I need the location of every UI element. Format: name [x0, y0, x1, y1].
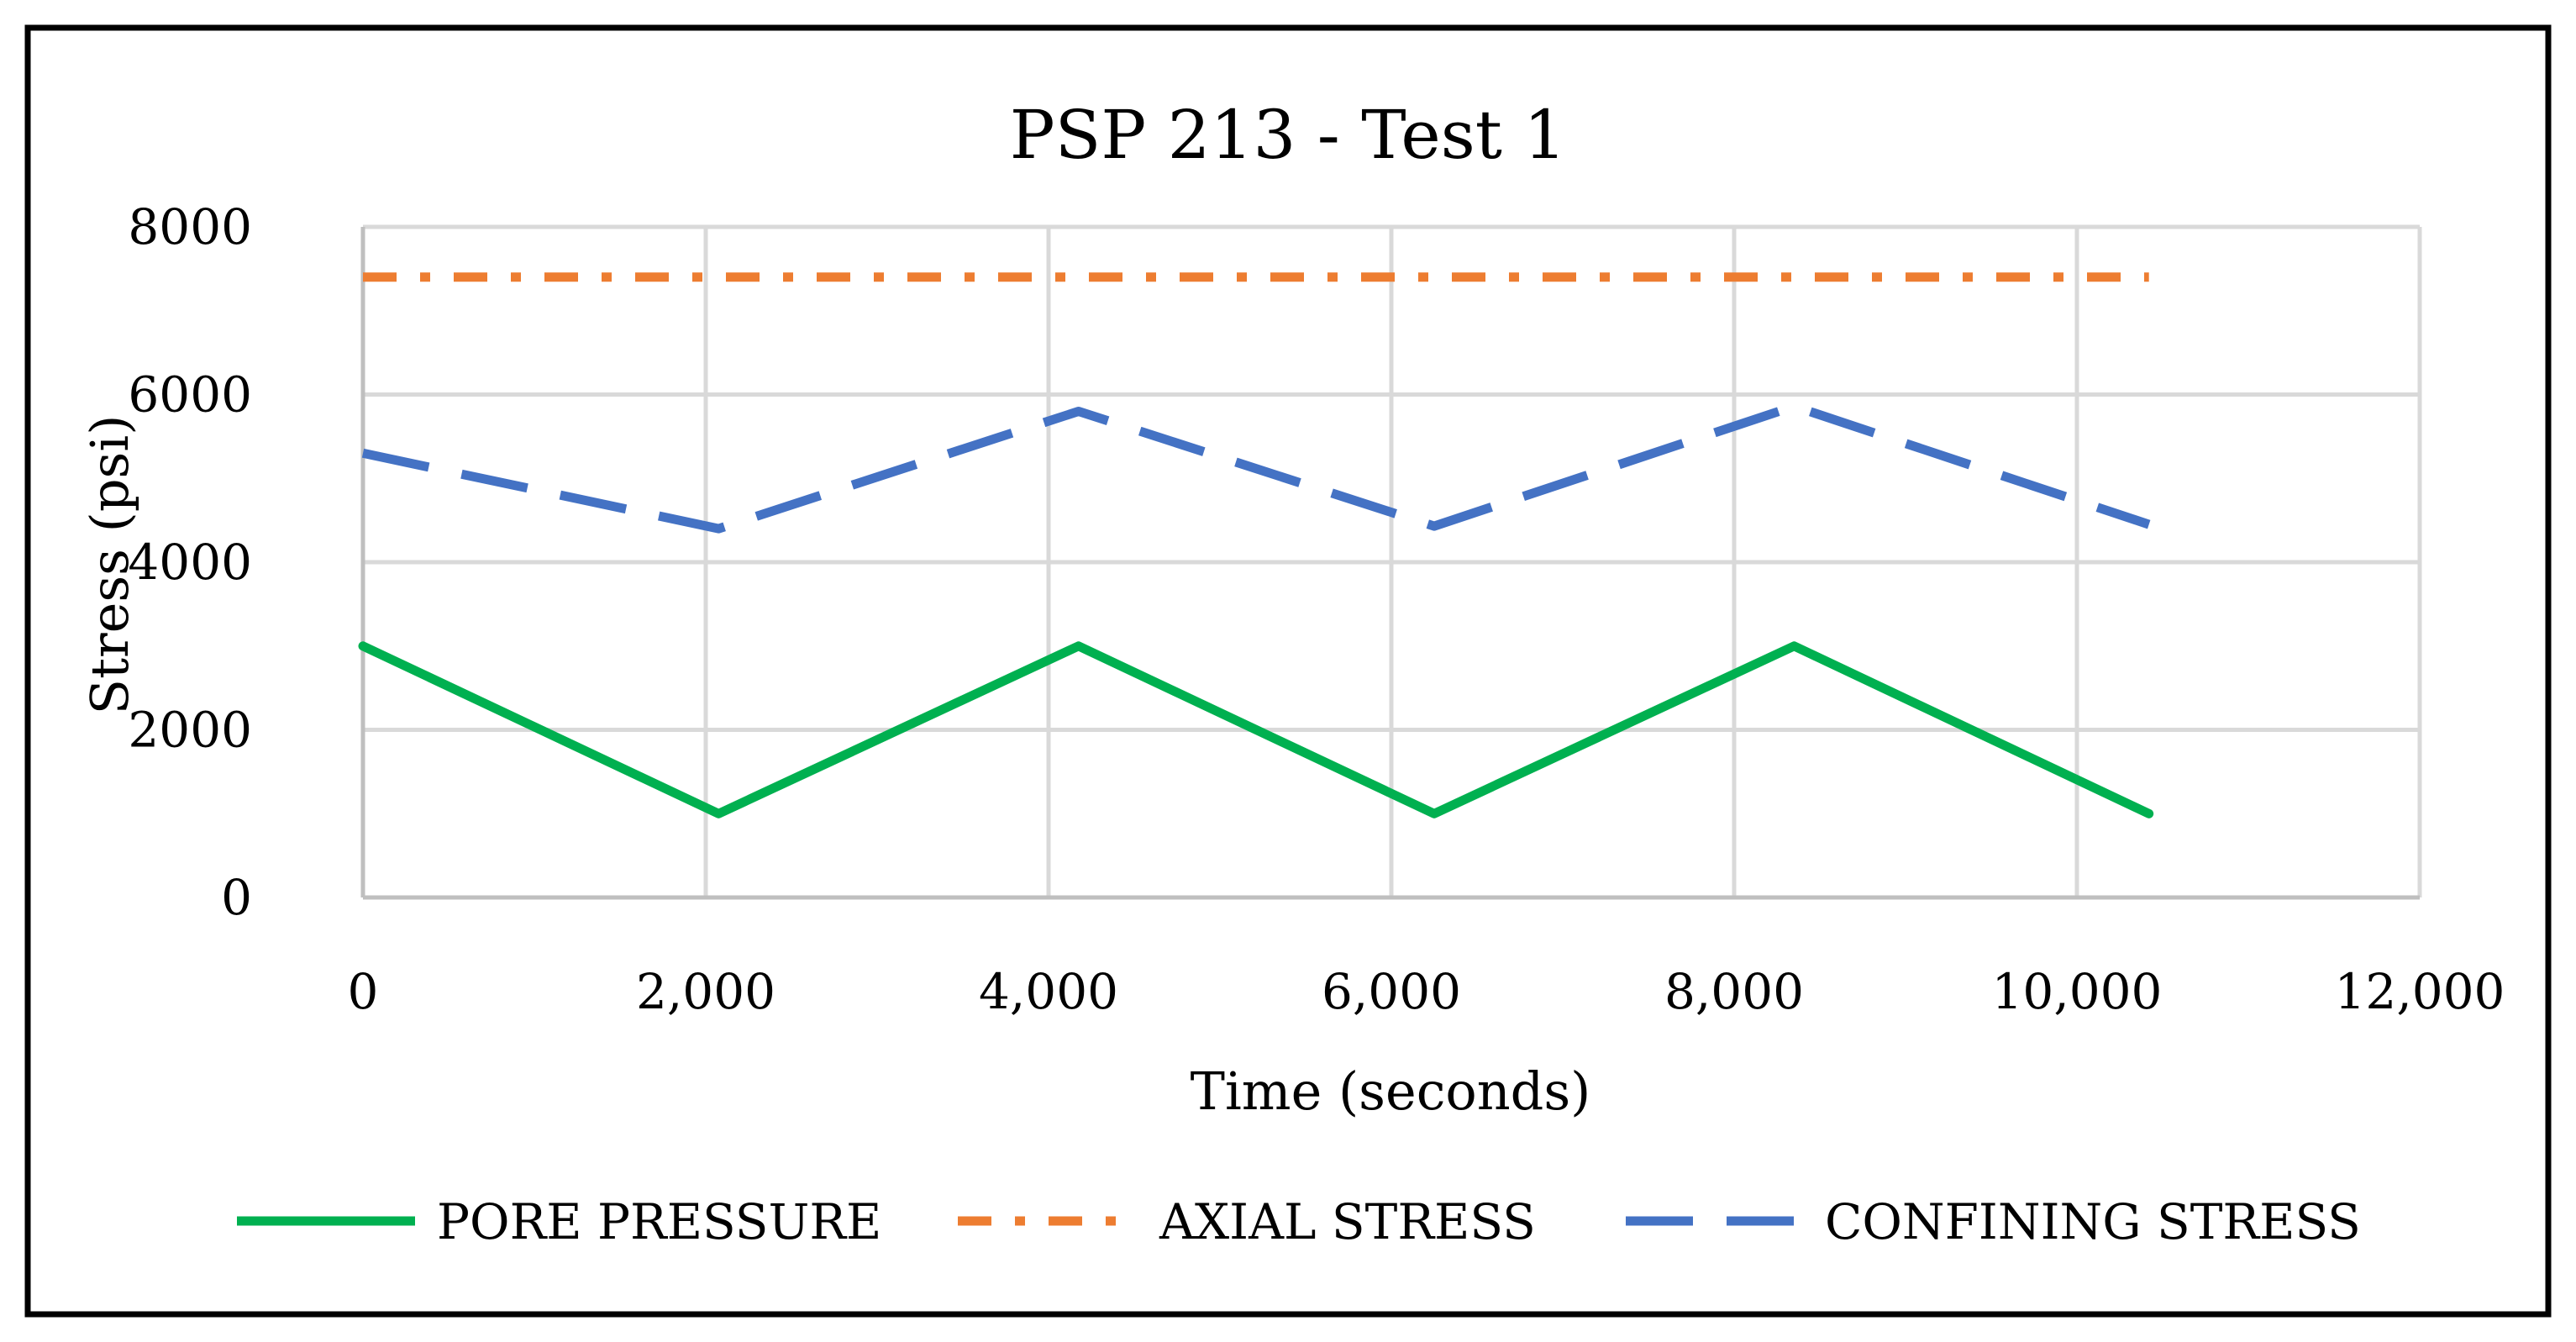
y-tick-label: 0: [221, 869, 252, 926]
legend-label: PORE PRESSURE: [437, 1193, 881, 1250]
series-line-pore-pressure: [358, 641, 2154, 818]
y-tick-label: 4000: [128, 534, 252, 591]
y-axis-title: Stress (psi): [79, 415, 140, 715]
grid: [363, 224, 2422, 897]
y-tick-label: 2000: [128, 702, 252, 759]
legend-label: CONFINING STRESS: [1825, 1193, 2361, 1250]
x-tick-label: 2,000: [636, 963, 775, 1020]
y-tick-label: 8000: [128, 198, 252, 255]
tick-labels: 0 2000 4000 6000 8000 0 2,000 4,000 6,000 8,000 10…: [128, 198, 2505, 1020]
x-tick-label: 6,000: [1322, 963, 1461, 1020]
series-group: [358, 272, 2154, 818]
chart-frame: [24, 24, 2552, 1318]
x-tick-label: 10,000: [1992, 963, 2163, 1020]
x-tick-label: 8,000: [1664, 963, 1804, 1020]
x-tick-label: 4,000: [979, 963, 1118, 1020]
x-tick-label: 0: [348, 963, 379, 1020]
x-axis-title: Time (seconds): [1191, 1060, 1591, 1122]
legend: PORE PRESSURE AXIAL STRESS CONFINING STRES…: [237, 1193, 2361, 1250]
axes: [360, 227, 2420, 900]
series-line-confining-stress: [361, 402, 2151, 534]
legend-label: AXIAL STRESS: [1159, 1193, 1536, 1250]
chart-title: PSP 213 - Test 1: [1010, 96, 1567, 174]
x-tick-label: 12,000: [2335, 963, 2505, 1020]
y-tick-label: 6000: [128, 366, 252, 424]
